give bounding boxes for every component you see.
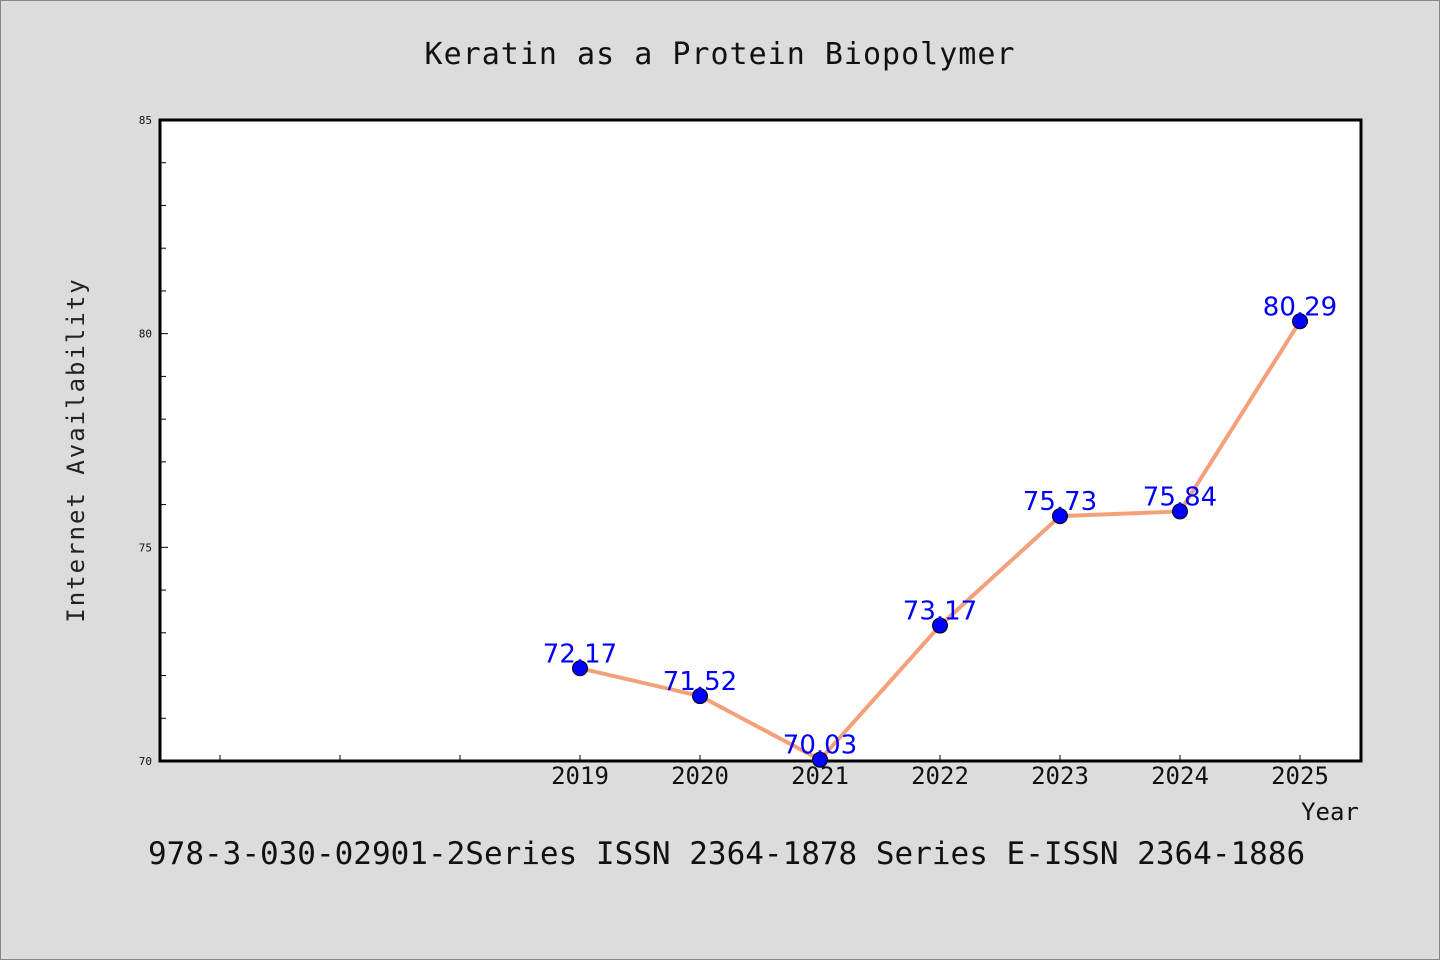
y-tick-label: 75: [139, 541, 152, 554]
x-tick-label: 2024: [1151, 762, 1209, 790]
y-tick-label: 85: [139, 114, 152, 127]
data-point: [932, 617, 948, 634]
x-tick-label: 2023: [1031, 762, 1089, 790]
plot-area: [158, 118, 1363, 763]
chart-title: Keratin as a Protein Biopolymer: [425, 37, 1016, 72]
x-tick-label: 2022: [911, 762, 969, 790]
data-point: [692, 688, 708, 705]
x-tick-label: 2025: [1271, 762, 1329, 790]
data-label: 75.73: [1023, 487, 1097, 517]
y-tick-label: 70: [139, 755, 152, 768]
data-point: [812, 751, 828, 768]
data-label: 73.17: [903, 597, 977, 627]
data-label: 71.52: [663, 667, 737, 697]
data-label: 72.17: [543, 639, 617, 669]
x-axis-label: Year: [1301, 798, 1359, 826]
data-label: 80.29: [1263, 292, 1337, 322]
data-point: [1052, 508, 1068, 525]
data-point: [1172, 503, 1188, 520]
y-axis-label: Internet Availability: [62, 277, 90, 622]
data-label: 70.03: [783, 731, 857, 761]
data-label: 75.84: [1143, 482, 1217, 512]
y-tick-label: 80: [139, 328, 152, 341]
x-tick-label: 2019: [551, 762, 609, 790]
data-point: [1292, 313, 1308, 330]
x-axis-ticks: 2019 2020 2021 2022 2023 2024 2025: [219, 755, 1329, 790]
y-axis-ticks: 70 75 80 85: [139, 114, 168, 768]
series-group: 72.17 71.52 70.03 73.17 75.73 75.84 80.29: [543, 292, 1337, 768]
footer-text: 978-3-030-02901-2Series ISSN 2364-1878 S…: [148, 836, 1305, 872]
data-point: [572, 660, 588, 677]
x-tick-label: 2020: [671, 762, 729, 790]
